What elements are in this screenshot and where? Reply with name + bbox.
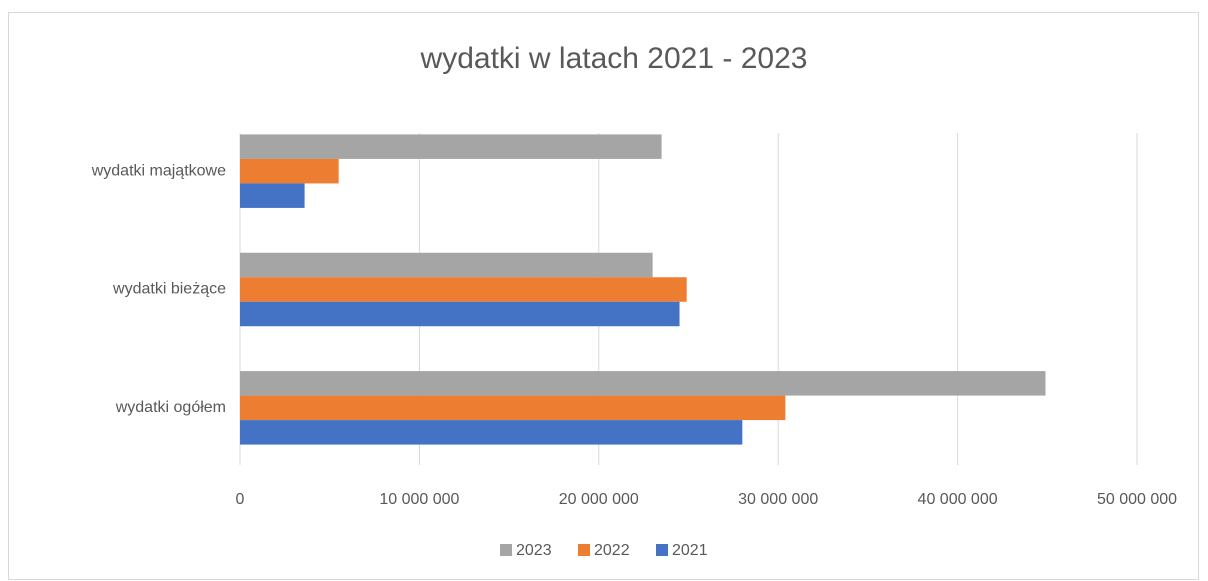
x-tick-label: 30 000 000 [738, 491, 818, 508]
bar [240, 134, 662, 159]
y-tick-label: wydatki majątkowe [91, 162, 226, 179]
legend-swatch [500, 544, 512, 556]
x-tick-label: 40 000 000 [918, 491, 998, 508]
legend-swatch [656, 544, 668, 556]
bar [240, 158, 339, 184]
y-tick-label: wydatki bieżące [112, 281, 226, 298]
legend-swatch [578, 544, 590, 556]
bar [240, 301, 680, 327]
legend-label: 2023 [516, 542, 552, 559]
x-tick-label: 20 000 000 [559, 491, 639, 508]
x-tick-label: 10 000 000 [379, 491, 459, 508]
x-tick-label: 50 000 000 [1097, 491, 1177, 508]
chart-title: wydatki w latach 2021 - 2023 [420, 42, 808, 75]
bar [240, 277, 687, 302]
y-tick-label: wydatki ogółem [115, 399, 226, 416]
x-tick-label: 0 [236, 491, 245, 508]
bar [240, 371, 1046, 396]
bar [240, 395, 786, 421]
legend-label: 2021 [672, 542, 708, 559]
bar [240, 183, 305, 208]
legend-label: 2022 [594, 542, 630, 559]
bar [240, 252, 653, 278]
bar [240, 420, 743, 445]
